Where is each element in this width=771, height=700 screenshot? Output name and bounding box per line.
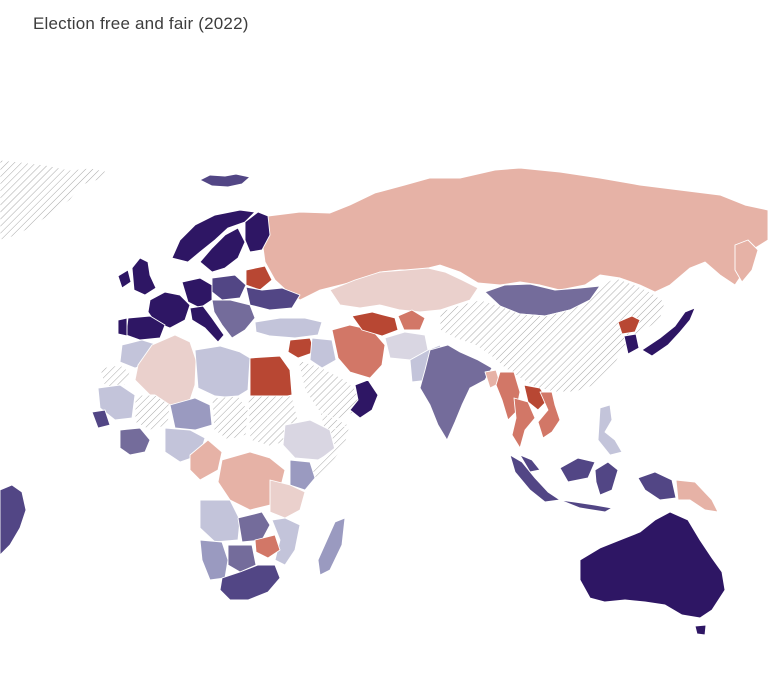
region-angola[interactable] — [199, 499, 241, 543]
region-cameroon[interactable] — [189, 439, 223, 481]
region-sweden[interactable] — [199, 227, 246, 273]
region-iran[interactable] — [331, 324, 386, 379]
region-zimbabwe[interactable] — [254, 534, 281, 559]
region-mauritania[interactable] — [97, 384, 136, 421]
region-ireland[interactable] — [117, 269, 132, 289]
region-brazil[interactable] — [0, 484, 27, 556]
region-vietnam[interactable] — [537, 391, 561, 439]
region-uk[interactable] — [131, 257, 157, 296]
region-ghana[interactable] — [119, 427, 151, 456]
region-south-africa[interactable] — [219, 564, 281, 601]
region-myanmar[interactable] — [495, 371, 521, 421]
region-india[interactable] — [419, 344, 493, 441]
region-philippines[interactable] — [597, 404, 623, 456]
region-kazakhstan[interactable] — [329, 267, 479, 313]
region-egypt[interactable] — [249, 355, 293, 401]
region-indonesia[interactable] — [509, 454, 677, 513]
region-laos[interactable] — [523, 384, 549, 411]
region-ukraine[interactable] — [245, 286, 301, 311]
region-papua-new-guinea[interactable] — [675, 479, 719, 513]
region-portugal[interactable] — [117, 317, 128, 337]
region-zambia[interactable] — [237, 511, 271, 543]
region-chad[interactable] — [211, 395, 249, 441]
region-turkmenistan[interactable] — [351, 311, 399, 337]
map-title: Election free and fair (2022) — [33, 14, 249, 33]
region-alaska-canada-arctic[interactable] — [0, 159, 111, 241]
region-turkey[interactable] — [254, 317, 323, 339]
region-tasmania[interactable] — [694, 624, 707, 636]
region-belarus[interactable] — [245, 265, 273, 291]
region-kenya[interactable] — [289, 459, 316, 491]
region-mali[interactable] — [134, 394, 171, 431]
region-uzbekistan[interactable] — [397, 309, 426, 331]
region-malaysia[interactable] — [519, 454, 596, 483]
region-syria[interactable] — [287, 337, 316, 359]
region-balkans[interactable] — [211, 299, 256, 339]
region-japan[interactable] — [641, 307, 696, 357]
region-thailand[interactable] — [511, 397, 536, 449]
region-senegal[interactable] — [91, 409, 111, 429]
region-australia[interactable] — [579, 511, 726, 619]
region-italy[interactable] — [189, 305, 225, 343]
region-iraq[interactable] — [309, 337, 337, 369]
region-mozambique[interactable] — [271, 517, 301, 566]
region-iceland[interactable] — [199, 173, 251, 188]
region-west-sahara[interactable] — [99, 364, 131, 389]
region-south-korea[interactable] — [623, 333, 640, 355]
region-oman[interactable] — [349, 379, 379, 419]
region-niger[interactable] — [169, 397, 213, 431]
region-russia[interactable] — [261, 167, 769, 301]
region-somalia[interactable] — [309, 424, 351, 481]
region-norway[interactable] — [171, 209, 256, 263]
region-finland[interactable] — [244, 211, 271, 253]
region-france[interactable] — [147, 291, 191, 329]
region-north-korea[interactable] — [617, 315, 641, 335]
region-tanzania[interactable] — [269, 479, 306, 519]
region-libya[interactable] — [194, 345, 251, 399]
region-poland[interactable] — [211, 274, 247, 301]
region-russia-sakhalin[interactable] — [734, 239, 759, 283]
region-china[interactable] — [439, 277, 666, 393]
region-madagascar[interactable] — [317, 517, 346, 576]
region-namibia[interactable] — [199, 539, 229, 581]
